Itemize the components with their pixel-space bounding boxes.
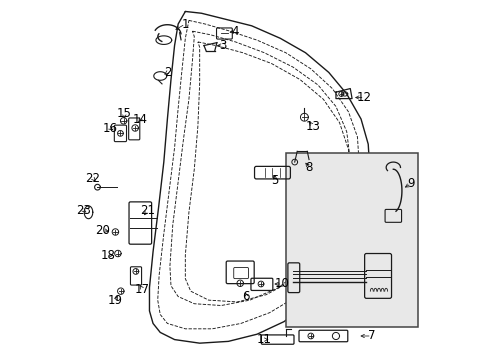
Text: 4: 4 <box>231 25 239 38</box>
Text: 10: 10 <box>274 278 289 291</box>
Text: 21: 21 <box>140 204 155 217</box>
Text: 18: 18 <box>101 249 116 262</box>
Text: 22: 22 <box>85 172 100 185</box>
Text: 1: 1 <box>181 18 189 31</box>
Text: 23: 23 <box>76 204 91 217</box>
Text: 15: 15 <box>117 107 132 120</box>
Text: 6: 6 <box>242 290 249 303</box>
Text: 12: 12 <box>356 91 371 104</box>
Text: 8: 8 <box>305 161 312 174</box>
Text: 3: 3 <box>219 39 226 52</box>
Text: 16: 16 <box>102 122 117 135</box>
Bar <box>285 153 418 327</box>
Text: 17: 17 <box>135 283 149 296</box>
Text: 13: 13 <box>305 120 320 133</box>
Text: 20: 20 <box>95 224 110 237</box>
Text: 19: 19 <box>108 294 122 307</box>
Text: 7: 7 <box>367 329 375 342</box>
Text: 14: 14 <box>133 113 148 126</box>
Text: 9: 9 <box>407 177 414 190</box>
Text: 5: 5 <box>271 174 278 186</box>
Text: 2: 2 <box>163 66 171 79</box>
Text: 11: 11 <box>256 333 271 346</box>
